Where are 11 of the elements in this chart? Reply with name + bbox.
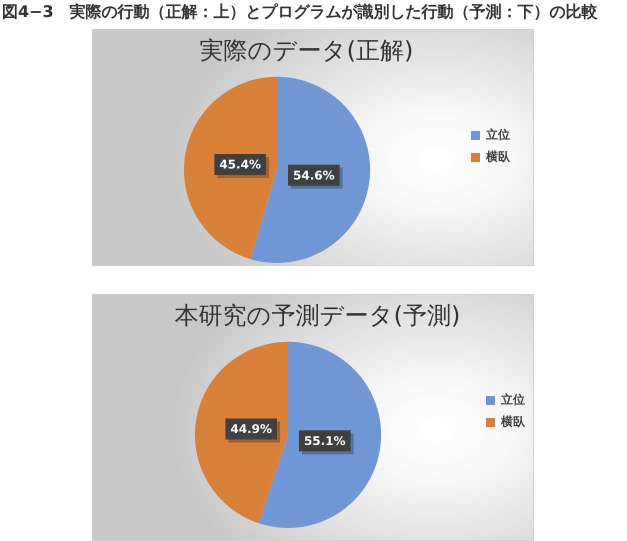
chart-title: 本研究の予測データ(予測) — [174, 302, 460, 330]
data-label: 44.9% — [230, 422, 272, 436]
legend-label: 横臥 — [500, 414, 526, 429]
legend-label: 横臥 — [485, 150, 511, 164]
data-label: 54.6% — [293, 168, 335, 182]
chart-title: 実際のデータ(正解) — [200, 36, 414, 65]
data-label: 55.1% — [304, 434, 346, 448]
data-label: 45.4% — [219, 158, 261, 172]
caption: 図4−3 実際の行動（正解：上）とプログラムが識別した行動（予測：下）の比較 — [2, 1, 599, 22]
legend-label: 立位 — [500, 392, 525, 407]
legend-label: 立位 — [485, 128, 510, 142]
